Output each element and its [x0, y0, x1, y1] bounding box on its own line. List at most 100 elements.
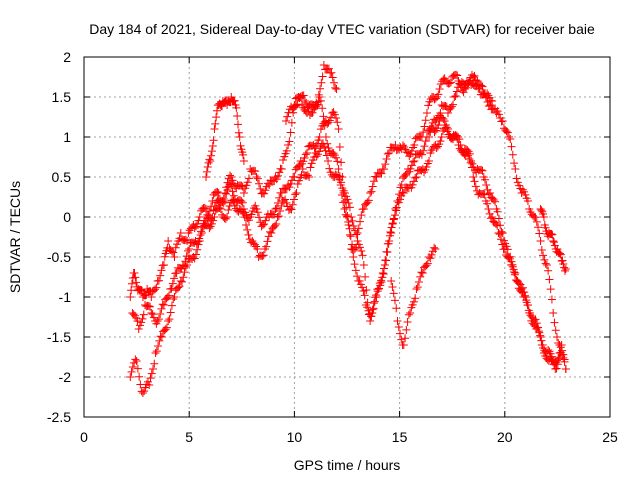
data-point — [421, 116, 430, 125]
data-point — [495, 230, 504, 239]
data-point — [244, 174, 253, 183]
data-point — [450, 93, 459, 101]
data-point — [392, 206, 401, 215]
y-tick-label: -2 — [59, 369, 72, 385]
data-point — [374, 285, 383, 293]
data-point — [363, 198, 372, 207]
data-point — [488, 213, 497, 221]
data-point — [176, 229, 185, 237]
data-point — [202, 173, 211, 181]
data-point — [317, 78, 326, 87]
data-point — [139, 310, 148, 319]
data-point — [403, 317, 412, 326]
data-point — [394, 198, 403, 207]
data-point — [167, 247, 176, 256]
data-point — [551, 365, 560, 373]
data-point — [238, 198, 247, 207]
data-point — [163, 293, 172, 302]
data-point — [408, 180, 417, 189]
data-point — [411, 173, 420, 182]
data-point — [243, 225, 252, 234]
data-point — [446, 78, 455, 87]
grid-lines — [84, 57, 610, 417]
data-point — [171, 243, 180, 252]
data-point — [135, 372, 144, 381]
data-point — [211, 119, 220, 128]
data-point — [167, 284, 176, 293]
data-point — [156, 309, 165, 318]
data-point — [483, 89, 492, 98]
data-point — [358, 251, 367, 260]
data-point — [147, 369, 156, 378]
data-point — [288, 200, 297, 209]
data-point — [207, 202, 216, 211]
data-point — [244, 216, 253, 225]
data-point — [331, 83, 340, 92]
data-point — [353, 237, 362, 245]
data-point — [274, 212, 283, 221]
data-point — [422, 109, 431, 117]
data-point — [148, 310, 157, 319]
data-point — [367, 187, 376, 196]
data-point — [159, 261, 168, 269]
data-point — [130, 269, 139, 277]
data-point — [545, 275, 554, 284]
data-point — [309, 105, 318, 114]
x-tick-label: 10 — [287, 429, 303, 445]
data-point — [539, 251, 548, 260]
series-track-d — [202, 93, 248, 181]
data-point — [494, 229, 503, 237]
data-point — [325, 164, 334, 173]
data-point — [251, 167, 260, 176]
data-point — [226, 171, 235, 180]
data-point — [502, 127, 511, 136]
data-point — [138, 286, 147, 295]
data-point — [560, 357, 569, 366]
data-point — [133, 364, 142, 373]
data-point — [393, 317, 402, 325]
data-point — [282, 146, 291, 155]
data-point — [452, 87, 461, 96]
data-point — [232, 103, 241, 112]
data-point — [425, 157, 434, 165]
data-point — [475, 85, 484, 93]
data-point — [152, 283, 161, 292]
data-point — [420, 122, 429, 131]
data-point — [410, 157, 419, 165]
data-point — [127, 279, 136, 288]
data-point — [293, 180, 302, 189]
data-point — [418, 269, 427, 277]
x-tick-labels: 0 5 10 15 20 25 — [80, 429, 618, 445]
data-point — [229, 197, 238, 205]
data-point — [146, 374, 155, 383]
data-point — [334, 125, 343, 133]
data-point — [479, 189, 488, 198]
data-point — [182, 252, 191, 261]
data-point — [511, 165, 520, 173]
data-point — [253, 174, 262, 183]
data-point — [183, 237, 192, 245]
data-point — [226, 180, 235, 189]
data-point — [350, 244, 359, 253]
data-point — [156, 271, 165, 280]
data-point — [290, 173, 299, 181]
data-point — [168, 279, 177, 288]
data-point — [470, 71, 479, 80]
data-point — [339, 198, 348, 207]
data-point — [407, 161, 416, 170]
data-point — [440, 117, 449, 126]
data-point — [494, 214, 503, 223]
data-point — [271, 205, 280, 213]
data-point — [247, 210, 256, 219]
data-point — [498, 117, 507, 125]
data-point — [377, 169, 386, 178]
data-point — [260, 189, 269, 198]
y-tick-label: -1.5 — [47, 329, 71, 345]
data-point — [547, 295, 556, 304]
data-point — [181, 235, 190, 244]
data-point — [522, 296, 531, 305]
data-point — [549, 237, 558, 245]
chart-title: Day 184 of 2021, Sidereal Day-to-day VTE… — [89, 21, 595, 37]
data-point — [417, 268, 426, 277]
data-point — [320, 142, 329, 151]
